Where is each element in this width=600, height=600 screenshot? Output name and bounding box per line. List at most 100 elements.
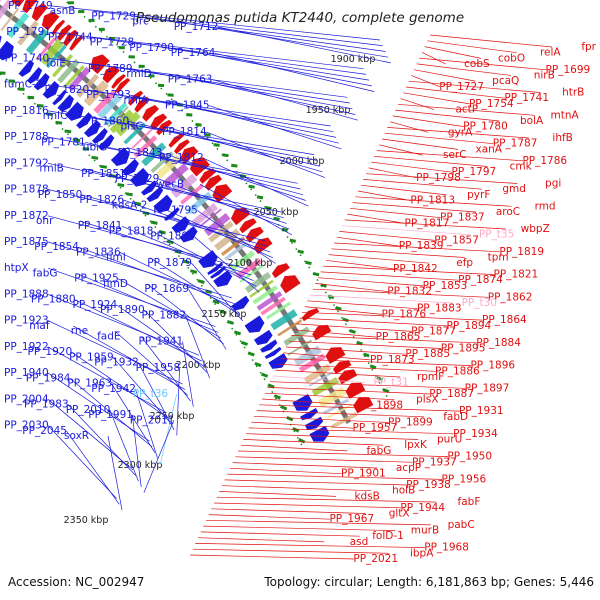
label-leader-line	[259, 404, 460, 412]
label-leader-line	[224, 479, 407, 486]
label-leader-line	[199, 183, 293, 236]
label-leader-line	[296, 323, 412, 332]
label-leader-line	[182, 341, 194, 407]
cog-category-block	[249, 279, 274, 298]
gene-label: PP_2010	[66, 404, 111, 416]
gene-label: htpX	[4, 262, 29, 274]
cog-category-block	[107, 106, 129, 128]
cog-category-block	[93, 89, 117, 114]
gene-label: cobS	[464, 58, 490, 70]
skew-mark	[36, 104, 44, 108]
label-leader-line	[299, 317, 448, 327]
gene-label: PP_1791	[6, 26, 51, 38]
gene-label: efp	[456, 257, 473, 269]
label-leader-line	[143, 309, 208, 373]
minus-strand-gene	[22, 0, 38, 14]
label-leader-line	[352, 202, 477, 213]
skew-mark	[212, 299, 220, 305]
label-leader-line	[336, 236, 400, 247]
label-leader-line	[78, 246, 235, 305]
label-leader-line	[126, 147, 304, 196]
gene-label: PP_1931	[459, 405, 504, 417]
skew-mark	[73, 138, 81, 142]
gene-label: PP_1894	[447, 320, 492, 332]
cog-category-block	[141, 142, 167, 167]
gene-label: PP_t30	[462, 297, 497, 309]
label-leader-line	[371, 161, 453, 173]
label-leader-line	[47, 84, 331, 127]
label-leader-line	[159, 393, 178, 465]
label-leader-line	[283, 352, 371, 361]
gene-label: PP_1932	[94, 357, 139, 369]
gene-label: PP_1763	[168, 73, 213, 85]
label-leader-line	[50, 31, 364, 70]
gene-label: PP_1837	[440, 212, 485, 224]
gene-label: rmlB	[39, 163, 63, 175]
gene-label: PP_1882	[142, 309, 187, 321]
gene-label: plsX	[416, 394, 438, 406]
gene-label: PP_1984	[26, 372, 71, 384]
minus-strand-gene	[271, 263, 290, 279]
label-leader-line	[155, 204, 274, 259]
gene-label: PP_1983	[24, 399, 69, 411]
cog-category-block	[39, 39, 64, 66]
cog-category-block	[52, 54, 74, 78]
label-leader-line	[339, 231, 435, 241]
gene-label: PP_1877	[411, 325, 456, 337]
skew-mark	[369, 364, 377, 370]
plus-strand-gene	[26, 67, 43, 84]
skew-mark	[233, 330, 242, 336]
gene-label: PP_1749	[8, 0, 53, 12]
skew-mark	[142, 211, 150, 216]
label-leader-line	[269, 381, 466, 389]
skew-mark	[46, 112, 53, 116]
label-leader-line	[217, 26, 391, 64]
label-leader-line	[229, 467, 342, 475]
gene-label: PP_1788	[4, 131, 49, 143]
minus-strand-gene	[204, 174, 223, 191]
label-leader-line	[227, 473, 443, 480]
minus-strand-gene	[239, 218, 257, 234]
gene-label: PP_2011	[130, 414, 175, 426]
gene-label: PP_1896	[470, 360, 515, 372]
label-leader-line	[47, 346, 167, 413]
cog-category-block	[0, 0, 2, 2]
skew-mark	[335, 306, 342, 311]
cog-category-block	[17, 20, 39, 46]
cog-category-block	[123, 122, 147, 145]
gene-label: kdsA-2	[112, 199, 148, 211]
label-leader-line	[74, 299, 202, 362]
label-leader-line	[134, 388, 158, 459]
skew-mark	[273, 394, 281, 400]
kbp-tick-label: 2050 kbp	[254, 207, 299, 218]
plus-strand-gene	[18, 59, 34, 77]
label-leader-line	[355, 196, 512, 207]
gene-label: PP_1898	[358, 399, 403, 411]
label-leader-line	[267, 387, 430, 395]
label-leader-line	[197, 537, 325, 543]
label-leader-line	[256, 410, 425, 418]
gene-label: tpm	[488, 252, 509, 264]
skew-mark	[150, 220, 158, 225]
minus-strand-gene	[301, 308, 320, 322]
gene-label: PP_1887	[429, 388, 474, 400]
plus-strand-gene	[84, 120, 101, 138]
plus-strand-gene	[110, 147, 130, 167]
plus-strand-gene	[207, 262, 224, 275]
skew-mark	[248, 184, 255, 189]
gene-label: fpr	[581, 41, 596, 53]
minus-strand-gene	[63, 29, 79, 47]
kbp-ticks: 1900 kbp 1950 kbp 2000 kbp 2050 kbp 2100 kbp…	[64, 54, 376, 526]
gene-label: folD-1	[372, 530, 404, 542]
skew-mark	[254, 361, 262, 368]
cog-category-block	[76, 73, 100, 98]
label-leader-line	[429, 34, 553, 48]
gene-label: PP_1821	[494, 269, 539, 281]
gene-label: PP_1851	[81, 168, 126, 180]
label-leader-line	[146, 283, 224, 345]
minus-strand-gene	[51, 19, 66, 36]
gene-label: PP_1860	[85, 115, 130, 127]
minus-strand-gene	[11, 0, 25, 7]
label-leader-line	[152, 231, 257, 287]
